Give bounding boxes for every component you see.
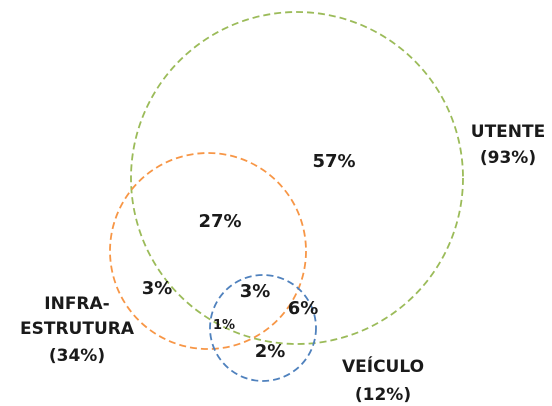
infra-label-line1: INFRA- [44,294,109,314]
utente-label-name: UTENTE [471,122,545,142]
veiculo-circle [209,274,317,382]
region-utente-veiculo: 6% [288,298,319,319]
utente-circle [130,11,464,345]
region-all-three: 3% [240,281,271,302]
region-infra-veiculo: 1% [213,318,235,333]
veiculo-label-percent: (12%) [355,385,411,405]
infra-circle [109,152,307,350]
region-utente-infra: 27% [198,211,241,232]
veiculo-label-name: VEÍCULO [342,355,424,377]
region-utente-only: 57% [312,151,355,172]
region-infra-only: 3% [142,278,173,299]
infra-label-percent: (34%) [49,346,105,366]
region-veiculo-only: 2% [255,341,286,362]
utente-label-percent: (93%) [480,148,536,168]
infra-label-line2: ESTRUTURA [20,319,135,339]
